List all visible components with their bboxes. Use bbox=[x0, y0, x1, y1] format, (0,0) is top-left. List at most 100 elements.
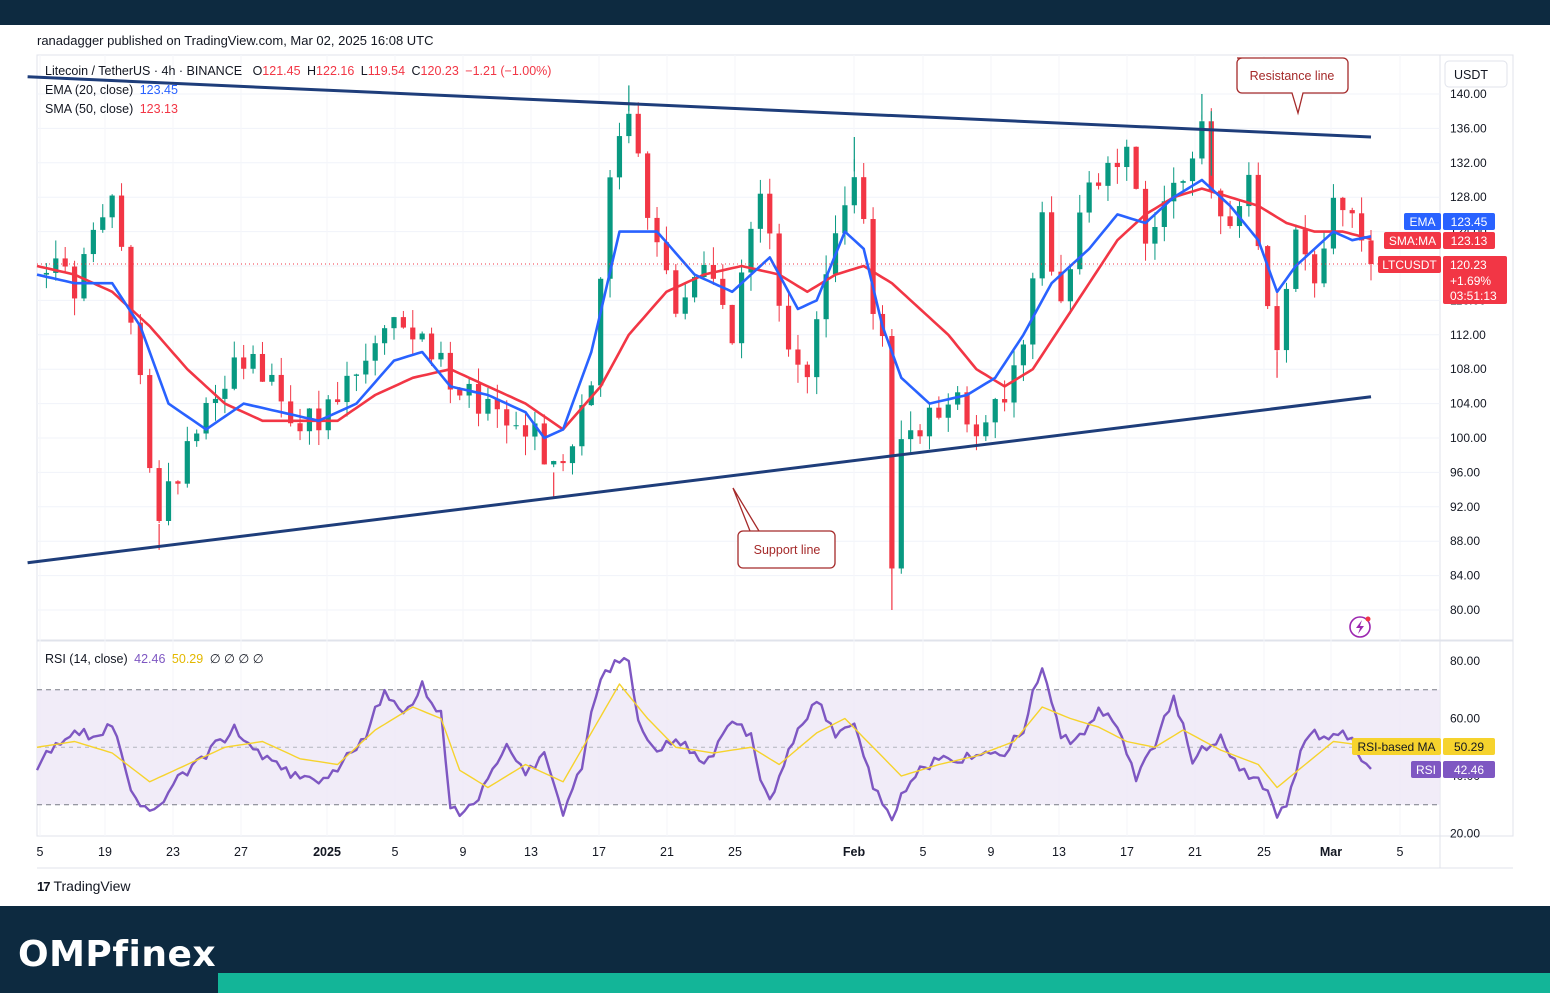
candle-body bbox=[1161, 201, 1167, 227]
ema-legend-value: 123.45 bbox=[139, 83, 178, 97]
time-tick-label: Mar bbox=[1320, 845, 1342, 859]
price-tick-label: 80.00 bbox=[1450, 603, 1480, 617]
candle-body bbox=[1368, 240, 1374, 265]
candle-body bbox=[945, 404, 951, 418]
candle-body bbox=[297, 423, 303, 432]
candle-body bbox=[1171, 182, 1177, 202]
candle-body bbox=[222, 388, 228, 399]
rsi-legend-label: RSI (14, close) bbox=[45, 652, 128, 666]
candle-body bbox=[1293, 229, 1299, 289]
candle-body bbox=[767, 193, 773, 234]
candle-body bbox=[917, 430, 923, 437]
chart-legend: Litecoin / TetherUS · 4h · BINANCE O121.… bbox=[45, 64, 554, 78]
candle-body bbox=[137, 322, 143, 376]
candle-body bbox=[428, 333, 435, 360]
ema-axis-value-tag-label: 123.45 bbox=[1451, 215, 1488, 229]
omp-logo: OMPfinex bbox=[18, 934, 217, 975]
top-banner bbox=[0, 0, 1550, 25]
candle-body bbox=[607, 177, 613, 279]
candle-body bbox=[908, 430, 914, 440]
candle-body bbox=[973, 424, 980, 437]
lightning-icon-glyph bbox=[1356, 620, 1364, 634]
candle-body bbox=[1255, 174, 1261, 247]
rsi-axis-label-tag-label: RSI bbox=[1416, 763, 1436, 777]
symbol-axis-label-tag-label: LTCUSDT bbox=[1382, 258, 1437, 272]
candle-body bbox=[1142, 188, 1149, 244]
candle-body bbox=[457, 389, 463, 396]
candle-body bbox=[363, 360, 369, 375]
candle-body bbox=[1321, 248, 1327, 284]
candle-body bbox=[1133, 146, 1139, 189]
candle-body bbox=[964, 392, 970, 425]
price-tick-label: 128.00 bbox=[1450, 190, 1487, 204]
candle-body bbox=[391, 317, 397, 329]
last-price-change: +1.69% bbox=[1450, 274, 1491, 288]
currency-label: USDT bbox=[1454, 68, 1488, 82]
candle-body bbox=[1124, 146, 1130, 168]
support-trendline[interactable] bbox=[27, 395, 1372, 565]
sma-50-line bbox=[36, 187, 1372, 431]
candle-body bbox=[400, 317, 406, 328]
time-tick-label: 13 bbox=[1052, 845, 1066, 859]
publisher-credit: ranadagger published on TradingView.com,… bbox=[37, 33, 434, 48]
sma-legend: SMA (50, close) 123.13 bbox=[45, 102, 181, 116]
legend-low: 119.54 bbox=[367, 64, 406, 78]
rsi-axis-label-tag bbox=[1411, 761, 1441, 778]
candle-body bbox=[1274, 306, 1280, 351]
candle-body bbox=[438, 352, 444, 360]
legend-close-label: C bbox=[411, 64, 421, 78]
support-callout[interactable] bbox=[732, 487, 836, 569]
candle-body bbox=[682, 297, 688, 314]
time-tick-label: 5 bbox=[392, 845, 399, 859]
candle-body bbox=[795, 349, 801, 365]
candle-body bbox=[757, 193, 763, 229]
price-tick-label: 140.00 bbox=[1450, 87, 1487, 101]
rsi-tick-label: 80.00 bbox=[1450, 654, 1480, 668]
candle-body bbox=[513, 425, 519, 427]
rsi-legend-value: 42.46 bbox=[134, 652, 166, 666]
time-tick-label: 9 bbox=[460, 845, 467, 859]
candle-body bbox=[1283, 288, 1290, 351]
candle-body bbox=[504, 409, 510, 426]
legend-symbol: Litecoin / TetherUS · 4h · BINANCE bbox=[45, 64, 243, 78]
candle-body bbox=[43, 272, 49, 275]
price-chart[interactable]: 140.00136.00132.00128.00124.00120.00116.… bbox=[0, 0, 1550, 906]
sma-legend-label: SMA (50, close) bbox=[45, 102, 134, 116]
last-price-tag bbox=[1443, 256, 1507, 304]
candle-body bbox=[861, 177, 867, 220]
candle-body bbox=[147, 375, 153, 469]
time-tick-label: 5 bbox=[37, 845, 44, 859]
rsi-legend-extra: ∅ ∅ ∅ ∅ bbox=[209, 652, 264, 666]
ema-legend: EMA (20, close) 123.45 bbox=[45, 83, 181, 97]
resistance-callout[interactable] bbox=[1236, 57, 1349, 116]
rsi-tick-label: 60.00 bbox=[1450, 712, 1480, 726]
candle-body bbox=[1218, 190, 1224, 217]
candle-body bbox=[269, 374, 275, 382]
candle-body bbox=[494, 398, 500, 410]
resistance-trendline[interactable] bbox=[27, 75, 1372, 139]
candle-body bbox=[1086, 182, 1092, 213]
candle-body bbox=[1302, 229, 1308, 255]
candle-body bbox=[1265, 246, 1271, 307]
time-tick-label: 25 bbox=[1257, 845, 1271, 859]
candle-body bbox=[842, 205, 848, 234]
rsi-tick-label: 20.00 bbox=[1450, 827, 1480, 841]
candle-body bbox=[541, 423, 547, 465]
rsi-axis-value-tag bbox=[1443, 761, 1495, 778]
price-tick-label: 84.00 bbox=[1450, 569, 1480, 583]
ema-legend-label: EMA (20, close) bbox=[45, 83, 134, 97]
candle-body bbox=[569, 446, 576, 464]
rsi-ma-legend-value: 50.29 bbox=[171, 652, 204, 666]
symbol-axis-label-tag bbox=[1378, 256, 1441, 273]
currency-button[interactable] bbox=[1444, 60, 1508, 88]
legend-change: −1.21 (−1.00%) bbox=[465, 64, 552, 78]
candle-body bbox=[410, 327, 416, 340]
candle-body bbox=[898, 439, 904, 569]
rsi-ma-axis-value-tag-label: 50.29 bbox=[1454, 740, 1484, 754]
candle-body bbox=[823, 274, 829, 320]
candle-body bbox=[635, 113, 641, 154]
bottom-accent-bar bbox=[218, 973, 1550, 993]
candle-body bbox=[1105, 162, 1111, 186]
candle-body bbox=[325, 399, 331, 431]
time-tick-label: 9 bbox=[988, 845, 995, 859]
